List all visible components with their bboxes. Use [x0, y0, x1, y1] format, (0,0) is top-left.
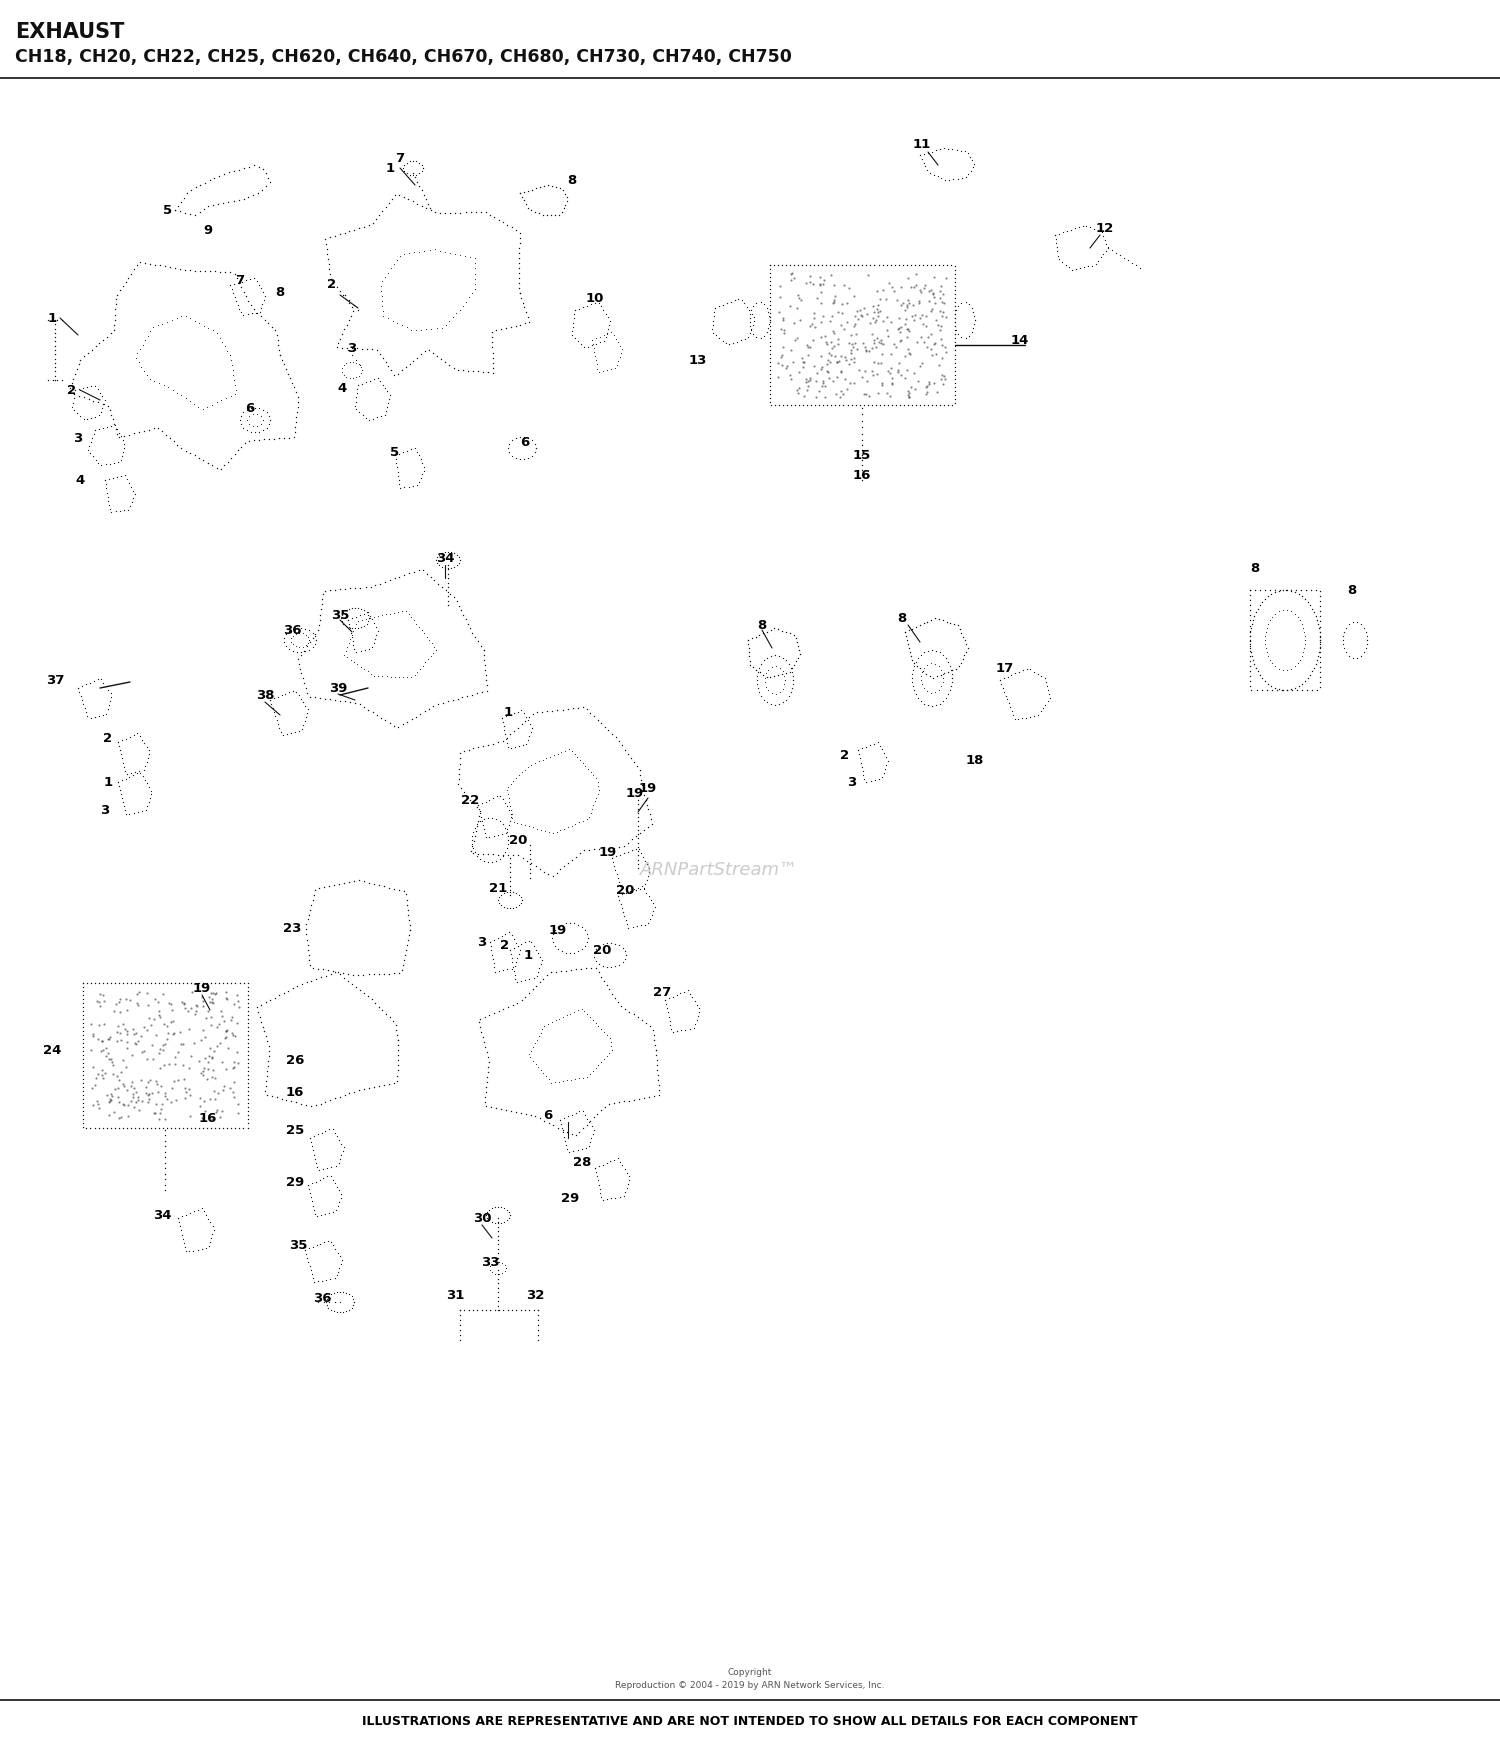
- Text: 35: 35: [332, 608, 350, 622]
- Text: 18: 18: [966, 754, 984, 766]
- Text: 7: 7: [236, 273, 244, 286]
- Text: 16: 16: [853, 469, 871, 481]
- Text: 38: 38: [255, 688, 274, 702]
- Text: 34: 34: [153, 1209, 171, 1221]
- Text: 25: 25: [286, 1124, 304, 1136]
- Text: 27: 27: [652, 986, 670, 998]
- Text: 32: 32: [526, 1289, 544, 1301]
- Text: 2: 2: [104, 732, 112, 744]
- Text: 1: 1: [524, 948, 532, 962]
- Text: ARNPartStream™: ARNPartStream™: [640, 861, 798, 880]
- Text: 3: 3: [348, 341, 357, 355]
- Text: 3: 3: [74, 432, 82, 444]
- Text: 23: 23: [284, 922, 302, 934]
- Text: 29: 29: [561, 1192, 579, 1204]
- Text: Copyright
Reproduction © 2004 - 2019 by ARN Network Services, Inc.: Copyright Reproduction © 2004 - 2019 by …: [615, 1669, 885, 1690]
- Text: 10: 10: [586, 291, 604, 305]
- Text: 15: 15: [853, 448, 871, 462]
- Text: 19: 19: [626, 786, 644, 800]
- Text: 2: 2: [68, 383, 76, 397]
- Text: CH18, CH20, CH22, CH25, CH620, CH640, CH670, CH680, CH730, CH740, CH750: CH18, CH20, CH22, CH25, CH620, CH640, CH…: [15, 49, 792, 66]
- Text: 5: 5: [164, 204, 172, 216]
- Text: 20: 20: [592, 944, 610, 956]
- Text: 6: 6: [543, 1108, 552, 1122]
- Text: 22: 22: [460, 794, 478, 807]
- Text: 24: 24: [44, 1043, 62, 1056]
- Text: 3: 3: [847, 775, 856, 789]
- Text: 36: 36: [312, 1291, 332, 1305]
- Text: 4: 4: [75, 474, 84, 486]
- Text: 1: 1: [104, 775, 112, 789]
- Text: 6: 6: [520, 436, 530, 448]
- Text: 3: 3: [100, 803, 109, 817]
- Text: 14: 14: [1011, 333, 1029, 347]
- Text: ILLUSTRATIONS ARE REPRESENTATIVE AND ARE NOT INTENDED TO SHOW ALL DETAILS FOR EA: ILLUSTRATIONS ARE REPRESENTATIVE AND ARE…: [362, 1716, 1138, 1728]
- Text: 2: 2: [840, 749, 849, 761]
- Text: 5: 5: [390, 446, 399, 458]
- Text: 13: 13: [688, 354, 706, 366]
- Text: 16: 16: [200, 1111, 217, 1125]
- Text: 1: 1: [48, 312, 57, 324]
- Text: 3: 3: [477, 935, 486, 948]
- Text: 20: 20: [616, 883, 634, 897]
- Text: 29: 29: [286, 1176, 304, 1188]
- Text: EXHAUST: EXHAUST: [15, 23, 125, 42]
- Text: 16: 16: [286, 1085, 304, 1099]
- Text: 30: 30: [472, 1211, 492, 1225]
- Text: 6: 6: [246, 401, 255, 415]
- Text: 8: 8: [1347, 584, 1356, 596]
- Text: 8: 8: [567, 174, 576, 186]
- Text: 37: 37: [46, 674, 64, 686]
- Text: 11: 11: [914, 139, 932, 152]
- Text: 2: 2: [327, 279, 336, 291]
- Text: 34: 34: [435, 552, 454, 564]
- Text: 2: 2: [501, 939, 510, 951]
- Text: 35: 35: [290, 1239, 308, 1251]
- Text: 19: 19: [549, 923, 567, 937]
- Text: 31: 31: [446, 1289, 464, 1301]
- Text: 1: 1: [386, 162, 394, 174]
- Text: 28: 28: [573, 1155, 591, 1169]
- Text: 33: 33: [480, 1256, 500, 1268]
- Text: 21: 21: [489, 881, 507, 894]
- Text: 8: 8: [276, 286, 285, 298]
- Text: 19: 19: [194, 981, 211, 995]
- Text: 19: 19: [598, 845, 616, 859]
- Text: 26: 26: [286, 1054, 304, 1066]
- Text: 1: 1: [504, 706, 513, 718]
- Text: 8: 8: [1251, 561, 1260, 575]
- Text: 8: 8: [897, 611, 906, 624]
- Text: 8: 8: [758, 618, 766, 632]
- Text: 20: 20: [509, 833, 526, 847]
- Text: 4: 4: [338, 381, 346, 394]
- Text: 9: 9: [204, 223, 213, 237]
- Text: 36: 36: [282, 624, 302, 636]
- Text: 7: 7: [396, 152, 405, 164]
- Text: 19: 19: [639, 782, 657, 794]
- Text: 12: 12: [1096, 221, 1114, 235]
- Text: 39: 39: [328, 681, 346, 695]
- Text: 17: 17: [996, 662, 1014, 674]
